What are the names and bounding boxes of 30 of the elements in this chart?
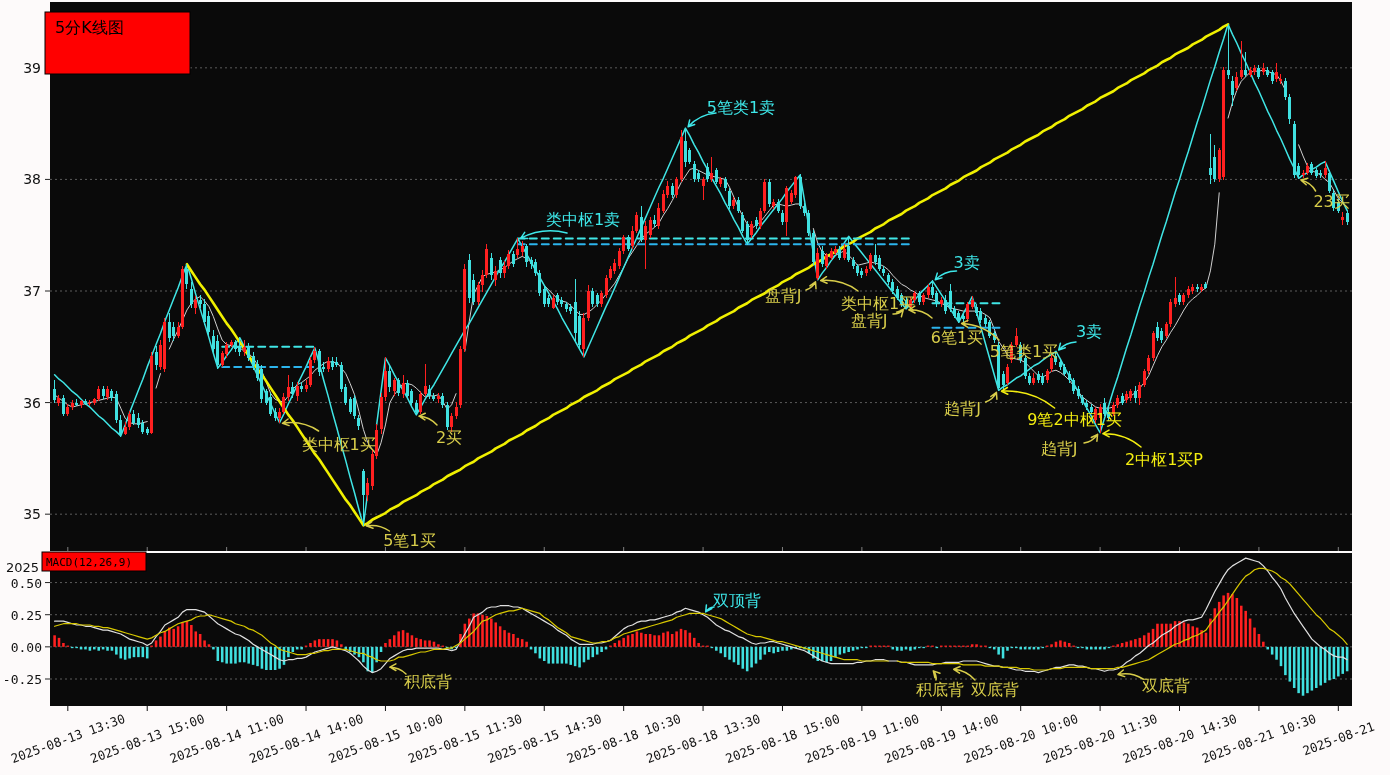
y-tick-label: 0.50 xyxy=(10,575,42,591)
y-tick-label: 39 xyxy=(23,59,41,76)
text: 5分K线图 xyxy=(55,17,124,37)
annotation: 趋背J xyxy=(944,398,981,418)
annotation: 盘背J xyxy=(850,310,888,330)
annotation: 6笔1买 xyxy=(930,327,984,347)
annotation: 5笔类1卖 xyxy=(706,97,776,117)
y-tick-label: -0.25 xyxy=(2,671,42,687)
y-tick-label: 0.00 xyxy=(10,639,42,655)
annotation: 双顶背 xyxy=(713,590,761,610)
annotation: 5笔1买 xyxy=(383,530,436,550)
annotation: 双底背 xyxy=(1142,675,1190,695)
annotation: 类中枢1卖 xyxy=(545,209,621,229)
annotation: 盘背J xyxy=(764,285,802,305)
y-tick-label: 38 xyxy=(23,171,41,188)
annotation: 双底背 xyxy=(971,679,1019,699)
y-tick-label: 36 xyxy=(23,394,42,411)
y-tick-label: 0.25 xyxy=(10,607,42,623)
annotation: 3卖 xyxy=(1075,321,1103,341)
annotation: 2中枢1买P xyxy=(1124,449,1204,469)
annotation: 3卖 xyxy=(953,252,980,272)
chart-title: MACD(12,26,9) xyxy=(46,555,133,568)
y-axis-title: 2025 xyxy=(6,559,40,575)
annotation: 类中枢1买 xyxy=(840,293,916,313)
annotation: 积底背 xyxy=(404,671,452,691)
annotation: 2买 xyxy=(435,427,463,447)
y-tick-label: 37 xyxy=(23,283,41,300)
annotation: 趋背J xyxy=(1040,438,1078,458)
y-tick-label: 35 xyxy=(23,506,41,523)
annotation: 积底背 xyxy=(916,679,964,699)
